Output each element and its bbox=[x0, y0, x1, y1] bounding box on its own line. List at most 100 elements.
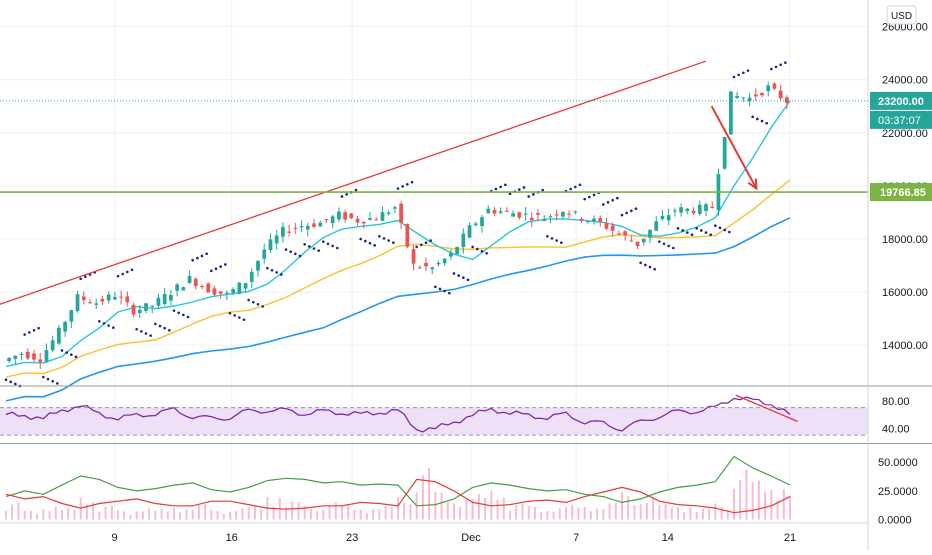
dmi-pane[interactable] bbox=[5, 455, 791, 520]
candle-body[interactable] bbox=[554, 214, 559, 216]
candle-body[interactable] bbox=[536, 212, 540, 215]
candle-body[interactable] bbox=[455, 247, 459, 254]
candle-body[interactable] bbox=[617, 233, 621, 235]
candle-body[interactable] bbox=[50, 340, 55, 351]
candle-body[interactable] bbox=[592, 218, 596, 222]
candle-body[interactable] bbox=[585, 220, 590, 222]
candle-body[interactable] bbox=[679, 207, 683, 213]
candle-body[interactable] bbox=[380, 212, 385, 221]
candle-body[interactable] bbox=[324, 219, 329, 221]
candle-body[interactable] bbox=[660, 216, 665, 220]
candle-body[interactable] bbox=[218, 291, 223, 294]
candle-body[interactable] bbox=[735, 95, 739, 98]
candle-body[interactable] bbox=[449, 252, 453, 257]
candle-body[interactable] bbox=[125, 296, 130, 303]
candle-body[interactable] bbox=[162, 294, 167, 305]
rsi-divergence-line[interactable] bbox=[735, 394, 798, 422]
candle-body[interactable] bbox=[150, 305, 155, 307]
candle-body[interactable] bbox=[747, 97, 752, 102]
candle-body[interactable] bbox=[299, 226, 304, 228]
candle-body[interactable] bbox=[610, 225, 615, 231]
candle-body[interactable] bbox=[293, 227, 298, 229]
upper-trendline[interactable] bbox=[0, 60, 707, 305]
candle-body[interactable] bbox=[281, 226, 285, 237]
candle-body[interactable] bbox=[405, 224, 410, 247]
candle-body[interactable] bbox=[567, 213, 571, 215]
candle-body[interactable] bbox=[156, 297, 161, 306]
candle-body[interactable] bbox=[169, 295, 173, 301]
candle-body[interactable] bbox=[312, 223, 316, 227]
candle-body[interactable] bbox=[13, 355, 18, 359]
candle-body[interactable] bbox=[81, 296, 86, 300]
candle-body[interactable] bbox=[274, 235, 279, 244]
candle-body[interactable] bbox=[287, 231, 291, 233]
candle-body[interactable] bbox=[386, 212, 391, 214]
candle-body[interactable] bbox=[200, 286, 204, 288]
dmi-minus-line[interactable] bbox=[5, 478, 791, 514]
candle-body[interactable] bbox=[461, 233, 466, 248]
candle-body[interactable] bbox=[492, 210, 497, 214]
candle-body[interactable] bbox=[753, 94, 758, 97]
dmi-plus-line[interactable] bbox=[5, 455, 791, 507]
candle-body[interactable] bbox=[305, 225, 310, 230]
candle-body[interactable] bbox=[361, 221, 366, 224]
candle-body[interactable] bbox=[88, 302, 92, 304]
current-price-tag[interactable] bbox=[870, 91, 932, 110]
price-pane[interactable] bbox=[0, 60, 868, 402]
candle-body[interactable] bbox=[729, 91, 733, 135]
candle-body[interactable] bbox=[760, 92, 764, 96]
candle-body[interactable] bbox=[467, 225, 472, 238]
candle-body[interactable] bbox=[691, 210, 696, 214]
candle-body[interactable] bbox=[7, 357, 11, 362]
candle-body[interactable] bbox=[654, 221, 659, 231]
candle-body[interactable] bbox=[38, 359, 43, 363]
candle-body[interactable] bbox=[523, 213, 528, 215]
candle-body[interactable] bbox=[69, 310, 74, 322]
rsi-line[interactable] bbox=[5, 396, 791, 433]
candle-body[interactable] bbox=[94, 303, 99, 305]
candle-body[interactable] bbox=[44, 350, 49, 362]
candle-body[interactable] bbox=[393, 207, 397, 209]
candle-body[interactable] bbox=[710, 206, 715, 208]
candle-body[interactable] bbox=[231, 289, 235, 293]
candle-body[interactable] bbox=[256, 260, 260, 271]
candle-body[interactable] bbox=[579, 218, 584, 221]
candle-body[interactable] bbox=[623, 231, 627, 236]
projection-arrow[interactable] bbox=[710, 105, 758, 189]
candle-body[interactable] bbox=[505, 210, 509, 212]
rsi-pane[interactable] bbox=[0, 394, 868, 436]
candle-body[interactable] bbox=[480, 217, 484, 226]
candle-body[interactable] bbox=[666, 215, 671, 221]
candle-body[interactable] bbox=[741, 97, 746, 99]
candle-body[interactable] bbox=[648, 229, 652, 238]
candle-body[interactable] bbox=[249, 271, 254, 282]
candle-body[interactable] bbox=[673, 210, 677, 212]
candle-body[interactable] bbox=[63, 321, 67, 332]
candle-body[interactable] bbox=[785, 97, 789, 104]
candle-body[interactable] bbox=[542, 219, 547, 221]
candle-body[interactable] bbox=[604, 223, 609, 229]
candle-body[interactable] bbox=[181, 287, 186, 291]
candle-body[interactable] bbox=[225, 292, 229, 294]
candle-body[interactable] bbox=[237, 282, 242, 294]
candle-body[interactable] bbox=[113, 296, 117, 300]
candle-body[interactable] bbox=[399, 203, 403, 223]
candle-body[interactable] bbox=[766, 85, 771, 92]
candle-body[interactable] bbox=[417, 267, 422, 269]
candle-body[interactable] bbox=[498, 211, 503, 213]
candle-body[interactable] bbox=[137, 309, 142, 314]
candle-body[interactable] bbox=[206, 283, 211, 293]
candle-body[interactable] bbox=[19, 353, 24, 356]
candle-body[interactable] bbox=[374, 219, 379, 221]
candle-body[interactable] bbox=[629, 240, 634, 242]
candle-body[interactable] bbox=[175, 284, 179, 291]
candle-body[interactable] bbox=[511, 213, 515, 217]
candle-body[interactable] bbox=[187, 275, 192, 283]
candle-body[interactable] bbox=[330, 216, 335, 224]
candle-body[interactable] bbox=[268, 239, 273, 250]
candle-body[interactable] bbox=[517, 212, 522, 218]
candle-body[interactable] bbox=[778, 90, 783, 99]
candle-body[interactable] bbox=[573, 211, 578, 213]
